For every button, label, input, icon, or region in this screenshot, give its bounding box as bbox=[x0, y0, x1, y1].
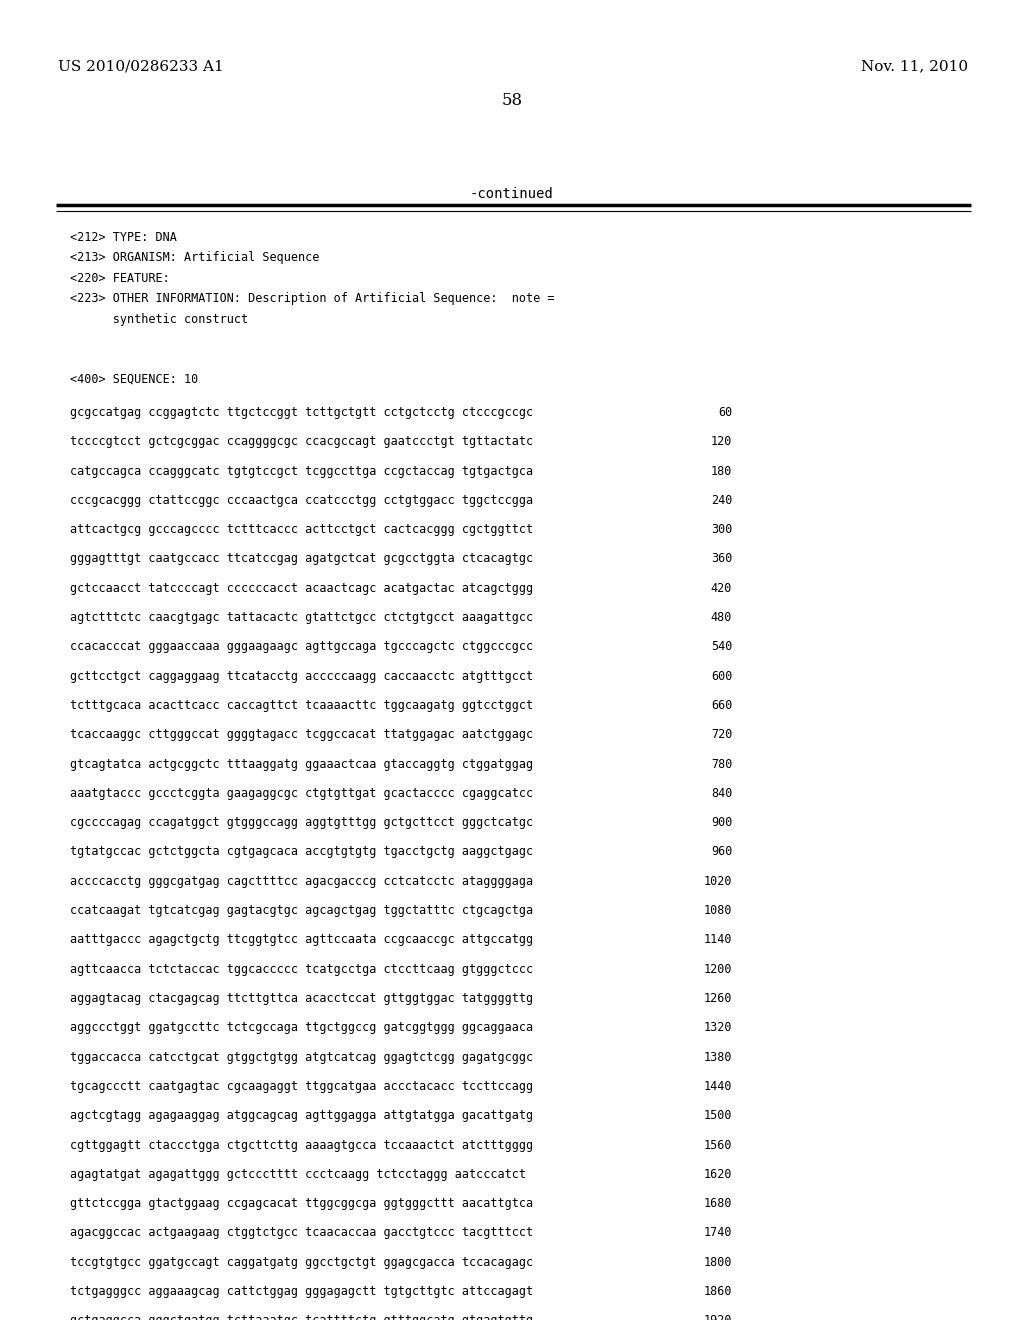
Text: accccacctg gggcgatgag cagcttttcc agacgacccg cctcatcctc ataggggaga: accccacctg gggcgatgag cagcttttcc agacgac… bbox=[70, 875, 532, 888]
Text: ccacacccat gggaaccaaa gggaagaagc agttgccaga tgcccagctc ctggcccgcc: ccacacccat gggaaccaaa gggaagaagc agttgcc… bbox=[70, 640, 532, 653]
Text: aaatgtaccc gccctcggta gaagaggcgc ctgtgttgat gcactacccc cgaggcatcc: aaatgtaccc gccctcggta gaagaggcgc ctgtgtt… bbox=[70, 787, 532, 800]
Text: gggagtttgt caatgccacc ttcatccgag agatgctcat gcgcctggta ctcacagtgc: gggagtttgt caatgccacc ttcatccgag agatgct… bbox=[70, 553, 532, 565]
Text: 360: 360 bbox=[711, 553, 732, 565]
Text: 180: 180 bbox=[711, 465, 732, 478]
Text: aggccctggt ggatgccttc tctcgccaga ttgctggccg gatcggtggg ggcaggaaca: aggccctggt ggatgccttc tctcgccaga ttgctgg… bbox=[70, 1022, 532, 1035]
Text: 1740: 1740 bbox=[703, 1226, 732, 1239]
Text: tcaccaaggc cttgggccat ggggtagacc tcggccacat ttatggagac aatctggagc: tcaccaaggc cttgggccat ggggtagacc tcggcca… bbox=[70, 729, 532, 742]
Text: 540: 540 bbox=[711, 640, 732, 653]
Text: <213> ORGANISM: Artificial Sequence: <213> ORGANISM: Artificial Sequence bbox=[70, 251, 319, 264]
Text: tggaccacca catcctgcat gtggctgtgg atgtcatcag ggagtctcgg gagatgcggc: tggaccacca catcctgcat gtggctgtgg atgtcat… bbox=[70, 1051, 532, 1064]
Text: 1920: 1920 bbox=[703, 1315, 732, 1320]
Text: 1440: 1440 bbox=[703, 1080, 732, 1093]
Text: 480: 480 bbox=[711, 611, 732, 624]
Text: tccgtgtgcc ggatgccagt caggatgatg ggcctgctgt ggagcgacca tccacagagc: tccgtgtgcc ggatgccagt caggatgatg ggcctgc… bbox=[70, 1255, 532, 1269]
Text: agagtatgat agagattggg gctccctttt ccctcaagg tctcctaggg aatcccatct: agagtatgat agagattggg gctccctttt ccctcaa… bbox=[70, 1168, 525, 1181]
Text: cgttggagtt ctaccctgga ctgcttcttg aaaagtgcca tccaaactct atctttgggg: cgttggagtt ctaccctgga ctgcttcttg aaaagtg… bbox=[70, 1139, 532, 1151]
Text: 120: 120 bbox=[711, 436, 732, 449]
Text: 600: 600 bbox=[711, 669, 732, 682]
Text: synthetic construct: synthetic construct bbox=[70, 313, 248, 326]
Text: Nov. 11, 2010: Nov. 11, 2010 bbox=[860, 59, 968, 74]
Text: gtcagtatca actgcggctc tttaaggatg ggaaactcaa gtaccaggtg ctggatggag: gtcagtatca actgcggctc tttaaggatg ggaaact… bbox=[70, 758, 532, 771]
Text: tgcagccctt caatgagtac cgcaagaggt ttggcatgaa accctacacc tccttccagg: tgcagccctt caatgagtac cgcaagaggt ttggcat… bbox=[70, 1080, 532, 1093]
Text: 420: 420 bbox=[711, 582, 732, 595]
Text: agctcgtagg agagaaggag atggcagcag agttggagga attgtatgga gacattgatg: agctcgtagg agagaaggag atggcagcag agttgga… bbox=[70, 1109, 532, 1122]
Text: <223> OTHER INFORMATION: Description of Artificial Sequence:  note =: <223> OTHER INFORMATION: Description of … bbox=[70, 293, 554, 305]
Text: 960: 960 bbox=[711, 846, 732, 858]
Text: agtctttctc caacgtgagc tattacactc gtattctgcc ctctgtgcct aaagattgcc: agtctttctc caacgtgagc tattacactc gtattct… bbox=[70, 611, 532, 624]
Text: <212> TYPE: DNA: <212> TYPE: DNA bbox=[70, 231, 176, 244]
Text: gctccaacct tatccccagt ccccccacct acaactcagc acatgactac atcagctggg: gctccaacct tatccccagt ccccccacct acaactc… bbox=[70, 582, 532, 595]
Text: cccgcacggg ctattccggc cccaactgca ccatccctgg cctgtggacc tggctccgga: cccgcacggg ctattccggc cccaactgca ccatccc… bbox=[70, 494, 532, 507]
Text: 58: 58 bbox=[502, 92, 522, 110]
Text: 1260: 1260 bbox=[703, 993, 732, 1005]
Text: cgccccagag ccagatggct gtgggccagg aggtgtttgg gctgcttcct gggctcatgc: cgccccagag ccagatggct gtgggccagg aggtgtt… bbox=[70, 816, 532, 829]
Text: 1320: 1320 bbox=[703, 1022, 732, 1035]
Text: 60: 60 bbox=[718, 407, 732, 418]
Text: 1020: 1020 bbox=[703, 875, 732, 888]
Text: 720: 720 bbox=[711, 729, 732, 742]
Text: aggagtacag ctacgagcag ttcttgttca acacctccat gttggtggac tatggggttg: aggagtacag ctacgagcag ttcttgttca acacctc… bbox=[70, 993, 532, 1005]
Text: attcactgcg gcccagcccc tctttcaccc acttcctgct cactcacggg cgctggttct: attcactgcg gcccagcccc tctttcaccc acttcct… bbox=[70, 523, 532, 536]
Text: 1140: 1140 bbox=[703, 933, 732, 946]
Text: 1560: 1560 bbox=[703, 1139, 732, 1151]
Text: 240: 240 bbox=[711, 494, 732, 507]
Text: catgccagca ccagggcatc tgtgtccgct tcggccttga ccgctaccag tgtgactgca: catgccagca ccagggcatc tgtgtccgct tcggcct… bbox=[70, 465, 532, 478]
Text: gcttcctgct caggaggaag ttcatacctg acccccaagg caccaacctc atgtttgcct: gcttcctgct caggaggaag ttcatacctg accccca… bbox=[70, 669, 532, 682]
Text: 1800: 1800 bbox=[703, 1255, 732, 1269]
Text: <400> SEQUENCE: 10: <400> SEQUENCE: 10 bbox=[70, 374, 198, 385]
Text: tccccgtcct gctcgcggac ccaggggcgc ccacgccagt gaatccctgt tgttactatc: tccccgtcct gctcgcggac ccaggggcgc ccacgcc… bbox=[70, 436, 532, 449]
Text: 1200: 1200 bbox=[703, 962, 732, 975]
Text: 1500: 1500 bbox=[703, 1109, 732, 1122]
Text: 300: 300 bbox=[711, 523, 732, 536]
Text: <220> FEATURE:: <220> FEATURE: bbox=[70, 272, 169, 285]
Text: tgtatgccac gctctggcta cgtgagcaca accgtgtgtg tgacctgctg aaggctgagc: tgtatgccac gctctggcta cgtgagcaca accgtgt… bbox=[70, 846, 532, 858]
Text: gctgaggcca gggctgatgg tcttaaatgc tcattttctg gtttggcatg gtgagtgttg: gctgaggcca gggctgatgg tcttaaatgc tcatttt… bbox=[70, 1315, 532, 1320]
Text: ccatcaagat tgtcatcgag gagtacgtgc agcagctgag tggctatttc ctgcagctga: ccatcaagat tgtcatcgag gagtacgtgc agcagct… bbox=[70, 904, 532, 917]
Text: 1680: 1680 bbox=[703, 1197, 732, 1210]
Text: 780: 780 bbox=[711, 758, 732, 771]
Text: US 2010/0286233 A1: US 2010/0286233 A1 bbox=[58, 59, 224, 74]
Text: agttcaacca tctctaccac tggcaccccc tcatgcctga ctccttcaag gtgggctccc: agttcaacca tctctaccac tggcaccccc tcatgcc… bbox=[70, 962, 532, 975]
Text: gcgccatgag ccggagtctc ttgctccggt tcttgctgtt cctgctcctg ctcccgccgc: gcgccatgag ccggagtctc ttgctccggt tcttgct… bbox=[70, 407, 532, 418]
Text: 1080: 1080 bbox=[703, 904, 732, 917]
Text: tctgagggcc aggaaagcag cattctggag gggagagctt tgtgcttgtc attccagagt: tctgagggcc aggaaagcag cattctggag gggagag… bbox=[70, 1286, 532, 1298]
Text: 660: 660 bbox=[711, 700, 732, 711]
Text: 840: 840 bbox=[711, 787, 732, 800]
Text: 1860: 1860 bbox=[703, 1286, 732, 1298]
Text: gttctccgga gtactggaag ccgagcacat ttggcggcga ggtgggcttt aacattgtca: gttctccgga gtactggaag ccgagcacat ttggcgg… bbox=[70, 1197, 532, 1210]
Text: 1380: 1380 bbox=[703, 1051, 732, 1064]
Text: tctttgcaca acacttcacc caccagttct tcaaaacttc tggcaagatg ggtcctggct: tctttgcaca acacttcacc caccagttct tcaaaac… bbox=[70, 700, 532, 711]
Text: 900: 900 bbox=[711, 816, 732, 829]
Text: agacggccac actgaagaag ctggtctgcc tcaacaccaa gacctgtccc tacgtttcct: agacggccac actgaagaag ctggtctgcc tcaacac… bbox=[70, 1226, 532, 1239]
Text: 1620: 1620 bbox=[703, 1168, 732, 1181]
Text: -continued: -continued bbox=[470, 187, 554, 202]
Text: aatttgaccc agagctgctg ttcggtgtcc agttccaata ccgcaaccgc attgccatgg: aatttgaccc agagctgctg ttcggtgtcc agttcca… bbox=[70, 933, 532, 946]
